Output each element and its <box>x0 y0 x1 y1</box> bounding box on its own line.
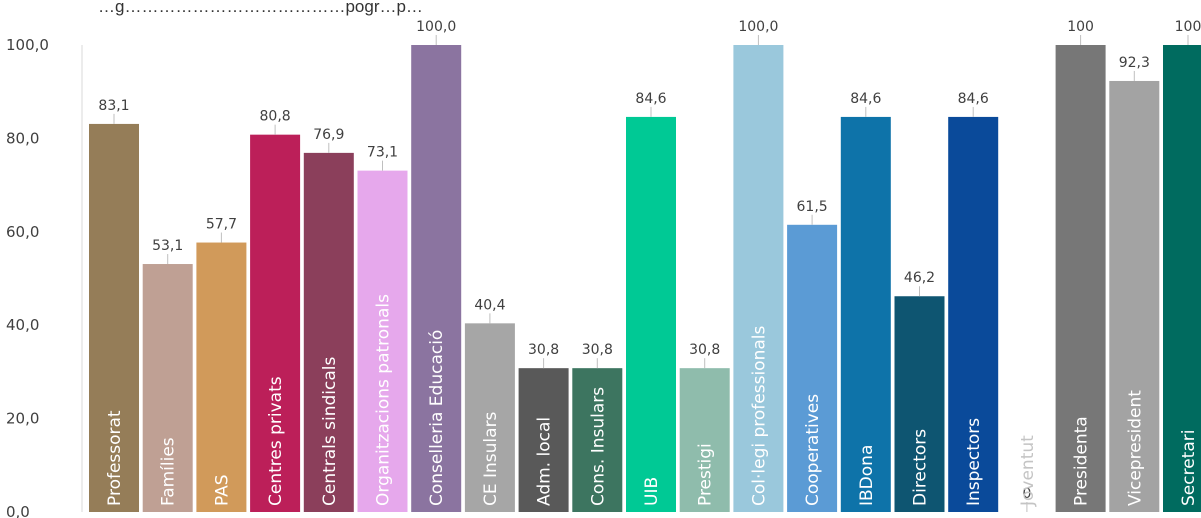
data-label: 40,4 <box>474 297 505 313</box>
data-label: 84,6 <box>958 91 989 107</box>
bar <box>572 368 623 512</box>
bar <box>626 116 676 512</box>
category-label: Directors <box>911 429 931 506</box>
y-axis-ticks: 0,0 20,0 40,0 60,0 80,0 100,0 <box>6 36 49 518</box>
category-label: Joventut <box>1018 435 1038 507</box>
category-label: Organitzacions patronals <box>374 294 394 506</box>
data-label: 61,5 <box>797 199 828 215</box>
category-label: Conselleria Educació <box>427 330 447 506</box>
category-label: UIB <box>642 477 662 506</box>
data-label: 57,7 <box>206 217 237 233</box>
bar <box>787 224 838 513</box>
bar <box>411 45 462 512</box>
bar <box>196 242 247 512</box>
category-label: Inspectors <box>964 418 984 506</box>
category-label: Cooperatives <box>803 394 823 506</box>
data-label: 53,1 <box>152 238 183 254</box>
data-label: 100 <box>1067 19 1094 35</box>
category-label: Cons. Insulars <box>588 387 608 506</box>
data-label: 30,8 <box>528 342 559 358</box>
data-label: 0 <box>1022 486 1031 502</box>
data-label: 83,1 <box>98 98 129 114</box>
category-label: Presidenta <box>1072 416 1092 506</box>
y-tick-label: 0,0 <box>6 503 30 518</box>
bars-group: 83,1 Professorat 53,1 Famílies 57,7 PAS 80,8 Ce… <box>89 19 1201 513</box>
category-label: CE Insulars <box>481 411 501 506</box>
category-label: Adm. local <box>535 417 555 506</box>
category-label: Prestigi <box>696 443 716 506</box>
data-label: 92,3 <box>1119 55 1150 71</box>
category-label: PAS <box>212 474 232 506</box>
y-tick-label: 60,0 <box>6 223 39 241</box>
bar <box>518 368 569 512</box>
category-label: Centres privats <box>266 376 286 506</box>
bar <box>894 296 945 512</box>
data-label: 100,0 <box>738 19 778 35</box>
bar <box>250 134 301 512</box>
y-tick-label: 40,0 <box>6 316 39 334</box>
data-label: 73,1 <box>367 145 398 161</box>
category-label: Famílies <box>159 437 179 506</box>
data-label: 30,8 <box>689 342 720 358</box>
bar <box>464 323 515 512</box>
bar <box>89 123 139 512</box>
data-label: 80,8 <box>260 109 291 125</box>
bar <box>1163 45 1201 512</box>
bar <box>733 45 784 512</box>
data-label: 84,6 <box>635 91 666 107</box>
bar <box>1109 80 1160 513</box>
bar <box>948 116 999 512</box>
bar <box>357 170 408 513</box>
data-label: 76,9 <box>313 127 344 143</box>
category-label: IBDona <box>857 445 877 506</box>
bar <box>142 264 193 512</box>
y-tick-label: 20,0 <box>6 410 39 428</box>
category-label: Col·legi professionals <box>749 325 769 506</box>
category-label: Vicepresident <box>1125 390 1145 506</box>
chart-title: …g…………………………………pogr…p… <box>98 0 423 16</box>
y-tick-label: 100,0 <box>6 36 49 54</box>
category-label: Centrals sindicals <box>320 356 340 506</box>
data-label: 100,0 <box>416 19 456 35</box>
y-tick-label: 80,0 <box>6 129 39 147</box>
bar <box>303 152 354 512</box>
data-label: 84,6 <box>850 91 881 107</box>
bar <box>840 116 891 512</box>
bar <box>1055 45 1106 512</box>
category-label: Secretari <box>1179 430 1199 506</box>
bar <box>679 368 730 512</box>
category-label: Professorat <box>105 410 125 506</box>
data-label: 46,2 <box>904 270 935 286</box>
data-label: 30,8 <box>582 342 613 358</box>
data-label: 100 <box>1175 19 1201 35</box>
